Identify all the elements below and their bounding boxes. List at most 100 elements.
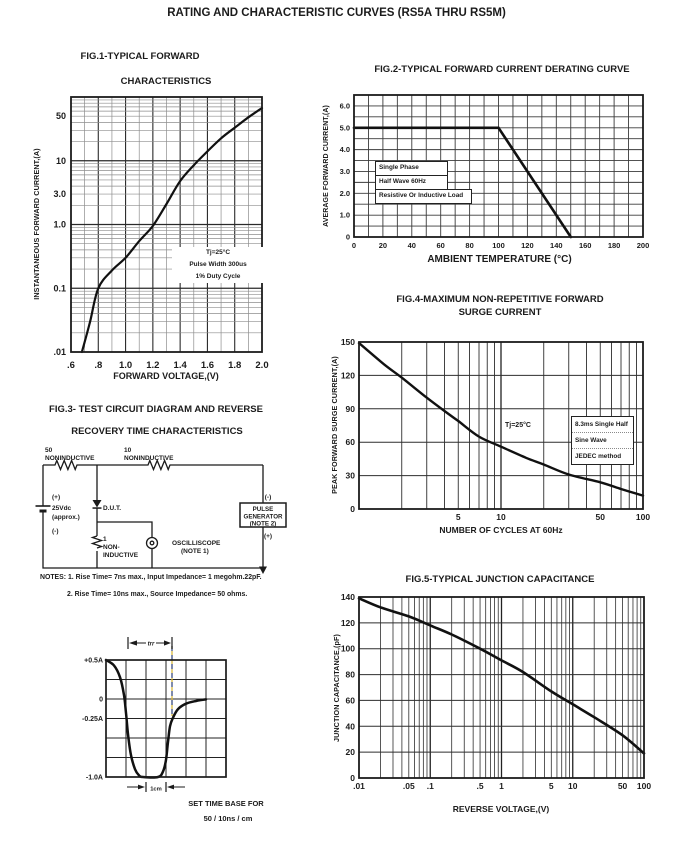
svg-text:1.4: 1.4 xyxy=(174,360,188,371)
svg-text:150: 150 xyxy=(341,337,355,347)
svg-text:-1.0A: -1.0A xyxy=(86,775,103,782)
fig4-annotation: Tj=25°C xyxy=(502,421,534,430)
svg-text:40: 40 xyxy=(346,721,356,731)
svg-text:10: 10 xyxy=(56,156,66,166)
svg-text:2.0: 2.0 xyxy=(255,360,268,371)
svg-text:5.0: 5.0 xyxy=(340,123,350,132)
svg-text:0: 0 xyxy=(99,697,103,704)
oscilloscope-symbol xyxy=(145,536,159,550)
pulse-generator-box xyxy=(239,502,287,528)
oscilloscope-label: OSCILLISCOPE xyxy=(172,540,221,547)
waveform-caption-line2: 50 / 10ns / cm xyxy=(203,814,253,823)
svg-text:120: 120 xyxy=(341,370,355,380)
fig1-chart: 50 10 3.0 1.0 0.1 .01.6 .8 1.0 1.2 1.4 1.6 1.8 2.0 xyxy=(53,96,269,371)
pulse-gen-label-line3: (NOTE 2) xyxy=(250,521,276,528)
svg-text:140: 140 xyxy=(341,592,355,602)
resistor3-value-label: 1 xyxy=(103,536,107,543)
svg-text:100: 100 xyxy=(637,781,651,791)
fig4-title-line1: FIG.4-MAXIMUM NON-REPETITIVE FORWARD xyxy=(396,294,604,305)
battery-voltage-label: 25Vdc xyxy=(52,505,72,512)
svg-text:3.0: 3.0 xyxy=(340,167,350,176)
svg-text:trr: trr xyxy=(148,642,155,648)
fig1-annotation-line2: Pulse Width 300us xyxy=(189,261,247,268)
svg-text:0: 0 xyxy=(352,241,356,250)
svg-text:.6: .6 xyxy=(67,360,75,371)
dut-label: D.U.T. xyxy=(103,505,121,512)
svg-text:180: 180 xyxy=(608,241,621,250)
svg-text:1cm: 1cm xyxy=(150,787,162,793)
svg-text:1.0: 1.0 xyxy=(340,211,350,220)
svg-text:10: 10 xyxy=(496,512,506,522)
reverse-recovery-waveform-chart: +0.5A 0 -0.25A -1.0A trr 1cm xyxy=(82,637,227,793)
svg-text:1.6: 1.6 xyxy=(201,360,214,371)
svg-text:40: 40 xyxy=(408,241,416,250)
fig4-title-line2: SURGE CURRENT xyxy=(458,307,542,318)
svg-text:2.0: 2.0 xyxy=(340,189,350,198)
svg-text:60: 60 xyxy=(346,695,356,705)
page-title: RATING AND CHARACTERISTIC CURVES (RS5A T… xyxy=(167,7,506,19)
fig4-note-line2: Sine Wave xyxy=(572,433,633,449)
svg-text:5: 5 xyxy=(456,512,461,522)
svg-text:160: 160 xyxy=(579,241,592,250)
fig2-x-axis-label: AMBIENT TEMPERATURE (°C) xyxy=(427,254,572,265)
svg-text:1.8: 1.8 xyxy=(228,360,241,371)
fig1-title-line1: FIG.1-TYPICAL FORWARD xyxy=(80,51,200,62)
svg-text:50: 50 xyxy=(596,512,606,522)
left-and-bottom-wire xyxy=(42,465,264,569)
fig1-x-axis-label: FORWARD VOLTAGE,(V) xyxy=(113,371,219,381)
svg-text:1: 1 xyxy=(499,781,504,791)
battery-plus-label: (+) xyxy=(52,494,60,501)
svg-text:120: 120 xyxy=(521,241,534,250)
resistor3-name-line1: NON- xyxy=(103,544,120,551)
svg-text:10: 10 xyxy=(568,781,578,791)
resistor2-value-label: 10 xyxy=(124,447,132,454)
fig1-annotation: Tj=25°C Pulse Width 300us 1% Duty Cycle xyxy=(172,247,264,283)
svg-text:0.1: 0.1 xyxy=(53,283,66,293)
svg-text:.1: .1 xyxy=(427,781,434,791)
svg-text:20: 20 xyxy=(379,241,387,250)
pulse-gen-label-line2: GENERATOR xyxy=(244,514,283,521)
svg-text:200: 200 xyxy=(637,241,650,250)
svg-text:100: 100 xyxy=(492,241,505,250)
oscilloscope-symbol-dot xyxy=(149,540,155,546)
fig4-note-line1: 8.3ms Single Half xyxy=(572,417,633,433)
svg-text:80: 80 xyxy=(465,241,473,250)
svg-text:1.0: 1.0 xyxy=(119,360,132,371)
fig5-chart: 0 20 40 60 80 100 120 140 .01 .05 .1 .5 1 5 10 50 100 xyxy=(341,592,652,791)
fig5-title: FIG.5-TYPICAL JUNCTION CAPACITANCE xyxy=(405,574,595,585)
svg-text:1.0: 1.0 xyxy=(53,220,66,230)
fig1-annotation-line3: 1% Duty Cycle xyxy=(195,273,241,280)
fig3-note1: NOTES: 1. Rise Time= 7ns max., Input Imp… xyxy=(40,574,262,581)
svg-text:0: 0 xyxy=(350,773,355,783)
fig1-annotation-line1: Tj=25°C xyxy=(205,249,231,256)
top-wire-resistor-50 xyxy=(43,458,263,472)
svg-text:1.2: 1.2 xyxy=(146,360,159,371)
oscilloscope-branch-wire xyxy=(97,521,153,568)
fig3-title-line1: FIG.3- TEST CIRCUIT DIAGRAM AND REVERSE xyxy=(49,404,263,415)
fig3-title-line2: RECOVERY TIME CHARACTERISTICS xyxy=(71,426,243,437)
battery-minus-label: (-) xyxy=(52,528,59,535)
fig2-annotation-line3: Resistive Or Inductive Load xyxy=(375,189,472,204)
svg-text:60: 60 xyxy=(346,437,356,447)
return-arrow xyxy=(259,566,267,574)
svg-text:3.0: 3.0 xyxy=(53,189,66,199)
svg-text:90: 90 xyxy=(346,404,356,414)
svg-text:100: 100 xyxy=(636,512,650,522)
svg-text:.01: .01 xyxy=(53,347,66,357)
fig2-chart: 6.0 5.0 4.0 3.0 2.0 1.0 00 20 40 60 80 100 120 140 160… xyxy=(340,94,650,250)
fig2-annotation-line1: Single Phase xyxy=(375,161,448,176)
resistor2-name-label: NONINDUCTIVE xyxy=(124,455,174,462)
svg-text:0: 0 xyxy=(350,504,355,514)
fig4-chart: 0 30 60 90 120 150 5 10 50 100 xyxy=(341,337,651,522)
pulse-gen-label-line1: PULSE xyxy=(253,506,274,513)
fig1-title-line2: CHARACTERISTICS xyxy=(120,76,212,87)
svg-text:5: 5 xyxy=(549,781,554,791)
svg-text:.05: .05 xyxy=(403,781,415,791)
fig4-note-line3: JEDEC method xyxy=(575,453,622,460)
svg-text:.5: .5 xyxy=(477,781,484,791)
svg-text:20: 20 xyxy=(346,747,356,757)
resistor-1-noninductive xyxy=(90,535,104,549)
fig3-circuit-diagram: 50 NONINDUCTIVE 10 NONINDUCTIVE (+) 25Vd… xyxy=(35,447,287,574)
svg-text:30: 30 xyxy=(346,471,356,481)
